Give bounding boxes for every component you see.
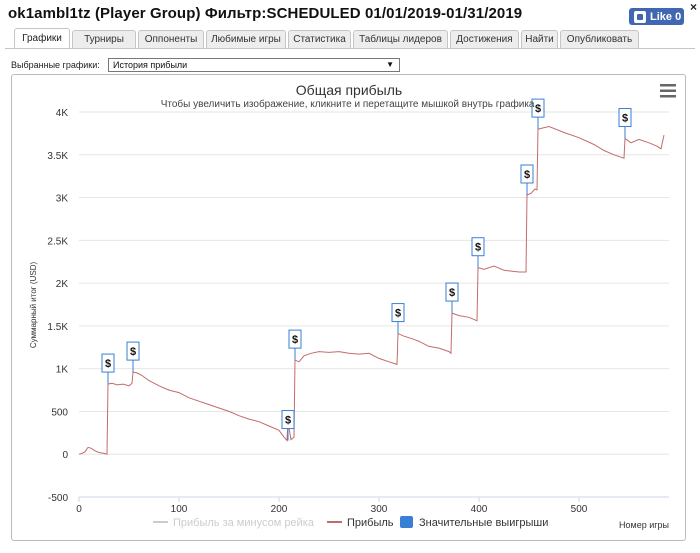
- y-tick-label: -500: [48, 493, 68, 504]
- y-tick-label: 0: [62, 450, 68, 461]
- big-win-marker[interactable]: $: [281, 410, 295, 441]
- legend-label-net-profit: Прибыль за минусом рейка: [173, 517, 315, 529]
- big-win-marker[interactable]: $: [618, 108, 632, 139]
- legend-item-net-profit[interactable]: Прибыль за минусом рейка: [153, 517, 315, 529]
- big-win-marker[interactable]: $: [101, 353, 115, 385]
- tab-publish[interactable]: Опубликовать: [560, 30, 639, 48]
- big-win-marker-label: $: [535, 103, 541, 115]
- x-tick-label: 100: [171, 504, 188, 515]
- big-win-marker[interactable]: $: [391, 303, 405, 334]
- y-tick-label: 500: [51, 407, 68, 418]
- big-win-marker-label: $: [395, 308, 401, 320]
- chart-grid: -500 0 500 1K 1.5K 2K 2.5K 3K 3.5K 4K: [47, 108, 669, 504]
- y-tick-label: 2.5K: [47, 236, 68, 247]
- chart-legend: Прибыль за минусом рейка Прибыль Значите…: [153, 516, 548, 529]
- tab-bar: Графики Турниры Оппоненты Любимые игры С…: [14, 28, 639, 48]
- legend-item-profit[interactable]: Прибыль: [327, 517, 394, 529]
- big-win-marker-label: $: [130, 346, 136, 358]
- tab-achievements[interactable]: Достижения: [450, 30, 519, 48]
- big-win-markers: $ $ $ $ $ $ $ $ $ $: [101, 98, 632, 441]
- window-title: ok1ambl1tz (Player Group) Фильтр:SCHEDUL…: [8, 5, 523, 22]
- chart-title: Общая прибыль: [296, 82, 402, 98]
- big-win-marker-label: $: [524, 169, 530, 181]
- tab-favorite-games[interactable]: Любимые игры: [206, 30, 286, 48]
- y-tick-label: 3K: [56, 194, 69, 205]
- big-win-marker[interactable]: $: [445, 282, 459, 314]
- big-win-marker-label: $: [105, 358, 111, 370]
- chart-select-dropdown[interactable]: История прибыли ▼: [108, 58, 400, 72]
- y-tick-label: 3.5K: [47, 151, 68, 162]
- x-tick-label: 400: [471, 504, 488, 515]
- y-tick-label: 1K: [56, 365, 69, 376]
- tab-divider: [5, 48, 695, 49]
- x-tick-label: 200: [271, 504, 288, 515]
- chart-series: [78, 125, 665, 455]
- chart-panel: [11, 74, 686, 541]
- big-win-marker-label: $: [292, 334, 298, 346]
- x-tick-label: 0: [76, 504, 82, 515]
- tab-leaderboards[interactable]: Таблицы лидеров: [353, 30, 448, 48]
- y-tick-label: 4K: [56, 108, 69, 119]
- big-win-marker[interactable]: $: [520, 164, 534, 195]
- big-win-marker-label: $: [449, 287, 455, 299]
- x-axis: 0 100 200 300 400 500: [76, 496, 669, 515]
- big-win-marker[interactable]: $: [126, 341, 140, 373]
- x-axis-label: Номер игры: [619, 520, 669, 530]
- facebook-like-label: Like 0: [650, 10, 682, 23]
- chart-subtitle: Чтобы увеличить изображение, кликните и …: [161, 98, 538, 110]
- big-win-marker-label: $: [285, 415, 291, 427]
- tab-tournaments[interactable]: Турниры: [72, 30, 136, 48]
- facebook-like-button[interactable]: Like 0: [629, 8, 684, 25]
- legend-item-big-wins[interactable]: Значительные выигрыши: [400, 516, 548, 529]
- hamburger-menu-icon: [660, 84, 676, 87]
- big-win-marker-label: $: [475, 242, 481, 254]
- legend-swatch-big-wins: [400, 516, 413, 528]
- big-win-marker[interactable]: $: [471, 237, 485, 268]
- close-button[interactable]: ×: [689, 0, 697, 14]
- x-tick-label: 300: [371, 504, 388, 515]
- tab-charts[interactable]: Графики: [14, 28, 70, 48]
- tab-statistics[interactable]: Статистика: [288, 30, 351, 48]
- y-tick-label: 2K: [56, 279, 69, 290]
- y-tick-label: 1.5K: [47, 322, 68, 333]
- big-win-marker-label: $: [622, 113, 628, 125]
- legend-label-profit: Прибыль: [347, 517, 394, 529]
- x-tick-label: 500: [571, 504, 588, 515]
- big-win-marker[interactable]: $: [531, 98, 545, 130]
- big-win-marker[interactable]: $: [288, 329, 302, 361]
- legend-label-big-wins: Значительные выигрыши: [419, 517, 548, 529]
- chart-select-value: История прибыли: [113, 60, 188, 70]
- chart-select-label: Выбранные графики:: [11, 60, 100, 70]
- chart-menu-button[interactable]: [656, 80, 678, 100]
- dropdown-arrow-icon: ▼: [386, 60, 394, 69]
- facebook-like-icon: [634, 10, 646, 23]
- tab-opponents[interactable]: Оппоненты: [138, 30, 204, 48]
- tab-find[interactable]: Найти: [521, 30, 558, 48]
- profit-series-line: [78, 125, 665, 455]
- y-axis-label: Суммарный итог (USD): [29, 262, 38, 349]
